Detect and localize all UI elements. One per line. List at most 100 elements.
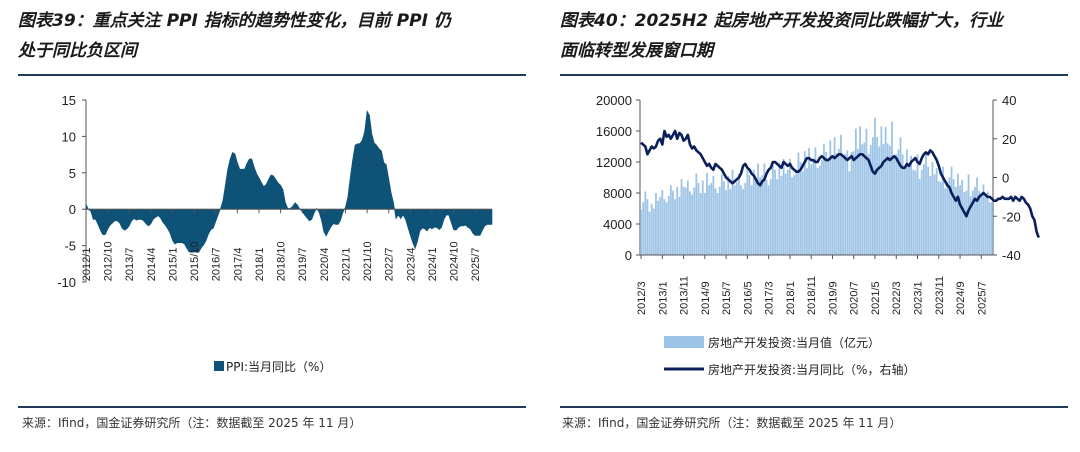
invest-x-tick-label: 2012/3 (636, 281, 648, 315)
invest-bar (918, 179, 921, 255)
right-bottom-rule (560, 406, 1068, 408)
invest-bar (903, 165, 906, 256)
invest-bar (833, 137, 836, 255)
invest-bar (895, 154, 898, 255)
invest-bar (716, 193, 719, 255)
invest-bar (672, 190, 674, 255)
invest-bar (689, 191, 691, 255)
invest-bar (871, 137, 874, 255)
invest-bar (923, 164, 925, 255)
invest-bar (644, 191, 647, 255)
invest-bar (757, 163, 759, 255)
invest-bar (718, 186, 721, 255)
invest-bar (693, 187, 696, 255)
invest-bar (686, 180, 689, 255)
invest-bar (767, 185, 770, 255)
left-chart-title: 图表39：重点关注 PPI 指标的趋势性变化，目前 PPI 仍 处于同比负区间 (18, 6, 523, 66)
invest-bar (650, 203, 653, 255)
invest-bar (931, 162, 934, 255)
invest-x-tick-label: 2018/11 (806, 276, 818, 315)
ppi-x-tick-label: 2015/10 (189, 241, 201, 281)
invest-bar (665, 202, 668, 255)
invest-bar-legend-label: 房地产开发投资:当月值（亿元） (708, 335, 880, 350)
ppi-area-series (85, 109, 493, 253)
invest-bar (784, 173, 787, 256)
invest-bar (797, 152, 800, 255)
invest-bar (886, 143, 889, 255)
invest-bar (765, 179, 768, 255)
invest-bar (829, 140, 832, 255)
invest-right-tick-label: 20 (1002, 132, 1016, 147)
invest-bar (959, 185, 961, 255)
invest-bar (676, 186, 679, 255)
invest-bar (831, 158, 834, 256)
invest-bar (884, 127, 887, 256)
invest-bar (865, 128, 868, 255)
invest-bar (905, 149, 908, 255)
invest-bar (725, 189, 728, 255)
invest-bar (937, 181, 940, 256)
invest-bar (948, 177, 951, 255)
invest-bar (782, 158, 785, 255)
right-top-rule (560, 74, 1068, 76)
invest-bar (789, 158, 791, 255)
invest-bar (944, 188, 947, 255)
left-top-rule (18, 74, 526, 76)
invest-x-tick-label: 2023/11 (934, 276, 946, 315)
ppi-x-tick-label: 2021/1 (340, 248, 352, 282)
invest-bar (952, 179, 955, 255)
invest-bar (744, 182, 747, 255)
invest-x-tick-label: 2016/5 (742, 281, 754, 315)
invest-bar (703, 193, 706, 255)
ppi-area-chart: 15 10 5 0 -5 -10 2012/1 2012/10 2013/7 2014/4 2015… (57, 93, 493, 374)
invest-bar (933, 174, 936, 255)
invest-bar (893, 158, 896, 256)
invest-bar (814, 147, 817, 255)
invest-bar (974, 186, 976, 255)
invest-bar (737, 173, 740, 256)
ppi-x-tick-label: 2023/4 (405, 248, 417, 282)
invest-bar (825, 151, 827, 255)
invest-bar-legend-swatch (664, 336, 704, 348)
invest-right-tick-label: -20 (1002, 209, 1021, 224)
invest-bar (697, 182, 700, 255)
invest-bar (980, 195, 983, 255)
invest-bar (986, 191, 989, 255)
invest-bar (914, 170, 917, 255)
invest-bar (954, 186, 957, 255)
invest-bar (929, 175, 932, 255)
ppi-x-tick-label: 2018/1 (254, 248, 266, 282)
invest-bar (808, 148, 810, 255)
invest-bar (778, 162, 781, 255)
invest-bar (667, 196, 670, 255)
invest-bar (674, 199, 676, 255)
invest-bar (844, 154, 847, 255)
invest-bar (867, 154, 870, 255)
invest-bar (940, 182, 942, 255)
invest-bar (910, 155, 913, 255)
ppi-x-tick-label: 2012/10 (103, 241, 115, 281)
invest-left-tick-label: 0 (625, 248, 632, 263)
invest-bar (803, 151, 806, 255)
invest-bar (835, 153, 838, 255)
ppi-y-tick-label: 0 (69, 202, 76, 217)
invest-bar (961, 179, 964, 255)
invest-bar (655, 193, 657, 255)
invest-bar (901, 154, 904, 255)
invest-bar (661, 189, 664, 255)
invest-bar (950, 166, 953, 255)
invest-bar (861, 144, 864, 255)
invest-bar (963, 192, 966, 255)
ppi-x-tick-label: 2021/10 (362, 241, 374, 281)
invest-bar (846, 150, 849, 256)
invest-bar (731, 169, 734, 255)
ppi-y-tick-label: -10 (57, 275, 76, 290)
right-source-note: 来源：Ifind，国金证券研究所（注：数据截至 2025 年 11 月） (562, 416, 902, 430)
invest-bar (850, 151, 853, 255)
ppi-x-tick-label: 2014/4 (146, 248, 158, 282)
invest-bar (806, 168, 808, 255)
invest-bar (763, 163, 766, 255)
invest-bar (657, 200, 659, 255)
ppi-x-tick-label: 2018/10 (276, 241, 288, 281)
invest-bar (812, 159, 815, 255)
